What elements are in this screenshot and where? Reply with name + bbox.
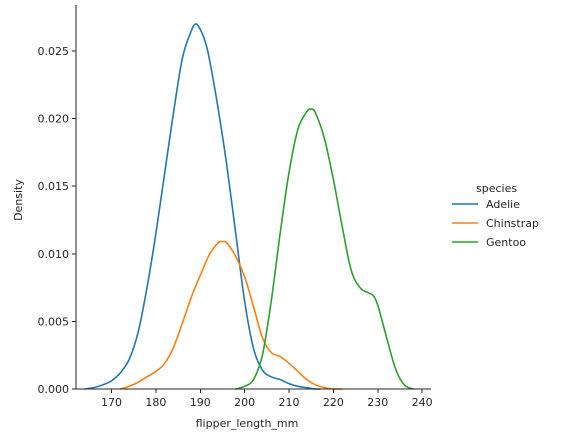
- y-tick-label: 0.000: [38, 383, 70, 396]
- y-tick-label: 0.025: [38, 45, 70, 58]
- y-tick-label: 0.010: [38, 248, 70, 261]
- legend-title: species: [476, 182, 517, 195]
- y-axis-label: Density: [12, 179, 25, 221]
- x-tick-label: 170: [101, 396, 122, 409]
- y-tick-label: 0.005: [38, 315, 70, 328]
- series-line-adelie: [84, 23, 321, 390]
- axes: [75, 5, 431, 390]
- x-tick-label: 200: [234, 396, 255, 409]
- y-tick-label: 0.015: [38, 180, 70, 193]
- x-tick-label: 180: [145, 396, 166, 409]
- y-tick-label: 0.020: [38, 113, 70, 126]
- legend-items: Adelie Chinstrap Gentoo: [452, 198, 539, 249]
- x-tick-label: 210: [279, 396, 300, 409]
- series-line-gentoo: [234, 108, 415, 390]
- legend-label-chinstrap: Chinstrap: [486, 217, 539, 230]
- legend-label-adelie: Adelie: [486, 198, 520, 211]
- x-tick-label: 190: [190, 396, 211, 409]
- x-axis-label: flipper_length_mm: [196, 417, 299, 430]
- legend-label-gentoo: Gentoo: [486, 236, 526, 249]
- ticks: 170 180 190 200 210 220 230 240 0.000 0.005 0.010 0…: [38, 45, 433, 409]
- x-tick-label: 220: [323, 396, 344, 409]
- x-tick-label: 240: [412, 396, 433, 409]
- legend: species Adelie Chinstrap Gentoo: [452, 182, 539, 249]
- x-tick-label: 230: [367, 396, 388, 409]
- series-line-chinstrap: [119, 240, 344, 390]
- plot-area: [84, 23, 415, 390]
